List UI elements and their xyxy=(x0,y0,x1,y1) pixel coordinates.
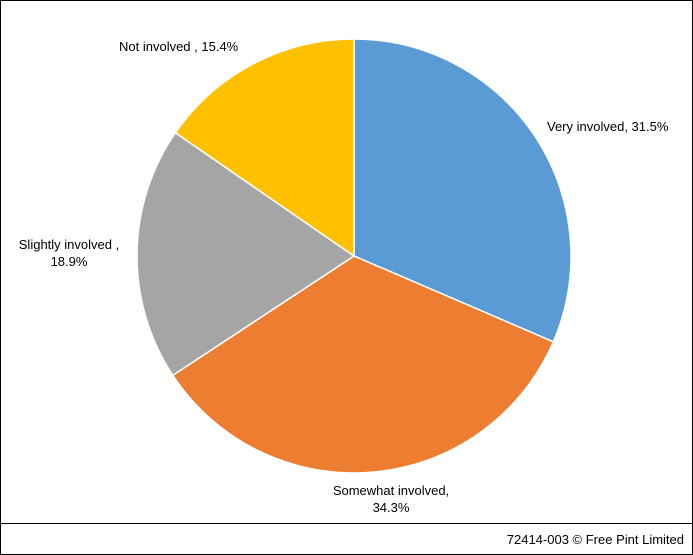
data-label: Slightly involved , 18.9% xyxy=(18,237,120,269)
pie-slice xyxy=(136,131,356,377)
data-label: Not involved , 15.4% xyxy=(119,39,239,54)
footer: 72414-003 © Free Pint Limited xyxy=(1,523,692,554)
pie-slice xyxy=(353,38,572,343)
data-label: Very involved, 31.5% xyxy=(547,119,669,134)
data-label: Somewhat involved, 34.3% xyxy=(332,483,450,515)
pie-slice xyxy=(171,255,555,474)
chart xyxy=(136,38,572,474)
pie-slice xyxy=(174,38,355,258)
